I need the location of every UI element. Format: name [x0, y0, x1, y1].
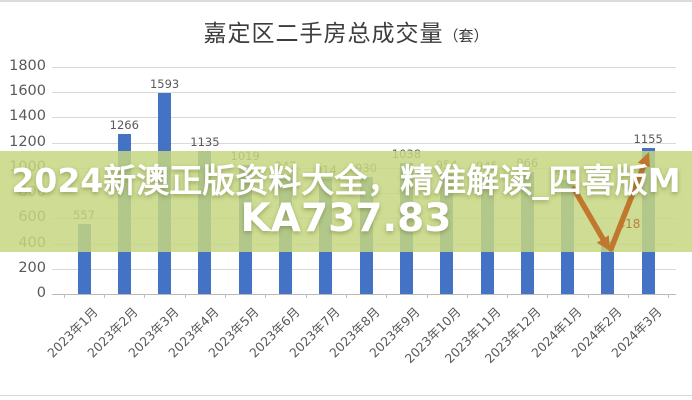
- x-axis-tick: [345, 294, 347, 298]
- chart-title-text: 嘉定区二手房总成交量: [203, 21, 444, 47]
- bottom-divider: [0, 395, 692, 396]
- x-axis-tick: [507, 294, 509, 298]
- x-axis-tick: [265, 294, 267, 298]
- gridline: [52, 67, 676, 68]
- y-axis-tick-label: 1400: [9, 108, 46, 125]
- x-axis-tick: [386, 294, 388, 298]
- bar-value-label: 1135: [190, 134, 220, 149]
- x-axis-tick: [184, 294, 186, 298]
- y-axis-tick-label: 1600: [9, 83, 46, 100]
- x-axis-tick: [628, 294, 630, 298]
- x-axis-tick: [426, 294, 428, 298]
- bar: [601, 241, 615, 294]
- x-axis-tick: [466, 294, 468, 298]
- y-axis-tick-label: 1200: [9, 133, 46, 150]
- gridline: [52, 142, 676, 144]
- gridline: [52, 117, 676, 119]
- watermark-text: 2024新澳正版资料大全，精准解读_四喜版M KA737.83: [0, 151, 692, 252]
- x-axis-tick: [225, 294, 227, 298]
- x-axis-tick: [547, 294, 549, 298]
- x-axis-tick: [305, 294, 307, 298]
- x-axis-tick: [144, 294, 146, 298]
- y-axis-tick-label: 1800: [9, 58, 46, 74]
- y-axis-tick-label: 200: [18, 259, 46, 276]
- x-axis-tick: [63, 294, 65, 298]
- y-axis-tick-label: 0: [36, 285, 46, 301]
- chart-title: 嘉定区二手房总成交量（套）: [0, 14, 692, 48]
- bar-value-label: 1266: [109, 118, 139, 133]
- x-axis-tick: [104, 294, 106, 298]
- x-axis-line: [52, 294, 676, 295]
- bar-value-label: 1593: [149, 77, 180, 92]
- x-axis-tick: [587, 294, 589, 298]
- gridline: [52, 92, 676, 94]
- bar-value-label: 1155: [633, 132, 663, 147]
- x-axis-tick: [668, 294, 670, 298]
- watermark-line1: 2024新澳正版资料大全，精准解读_四喜版M: [11, 160, 681, 200]
- watermark-line2: KA737.83: [240, 196, 452, 242]
- chart-title-unit: （套）: [443, 27, 489, 45]
